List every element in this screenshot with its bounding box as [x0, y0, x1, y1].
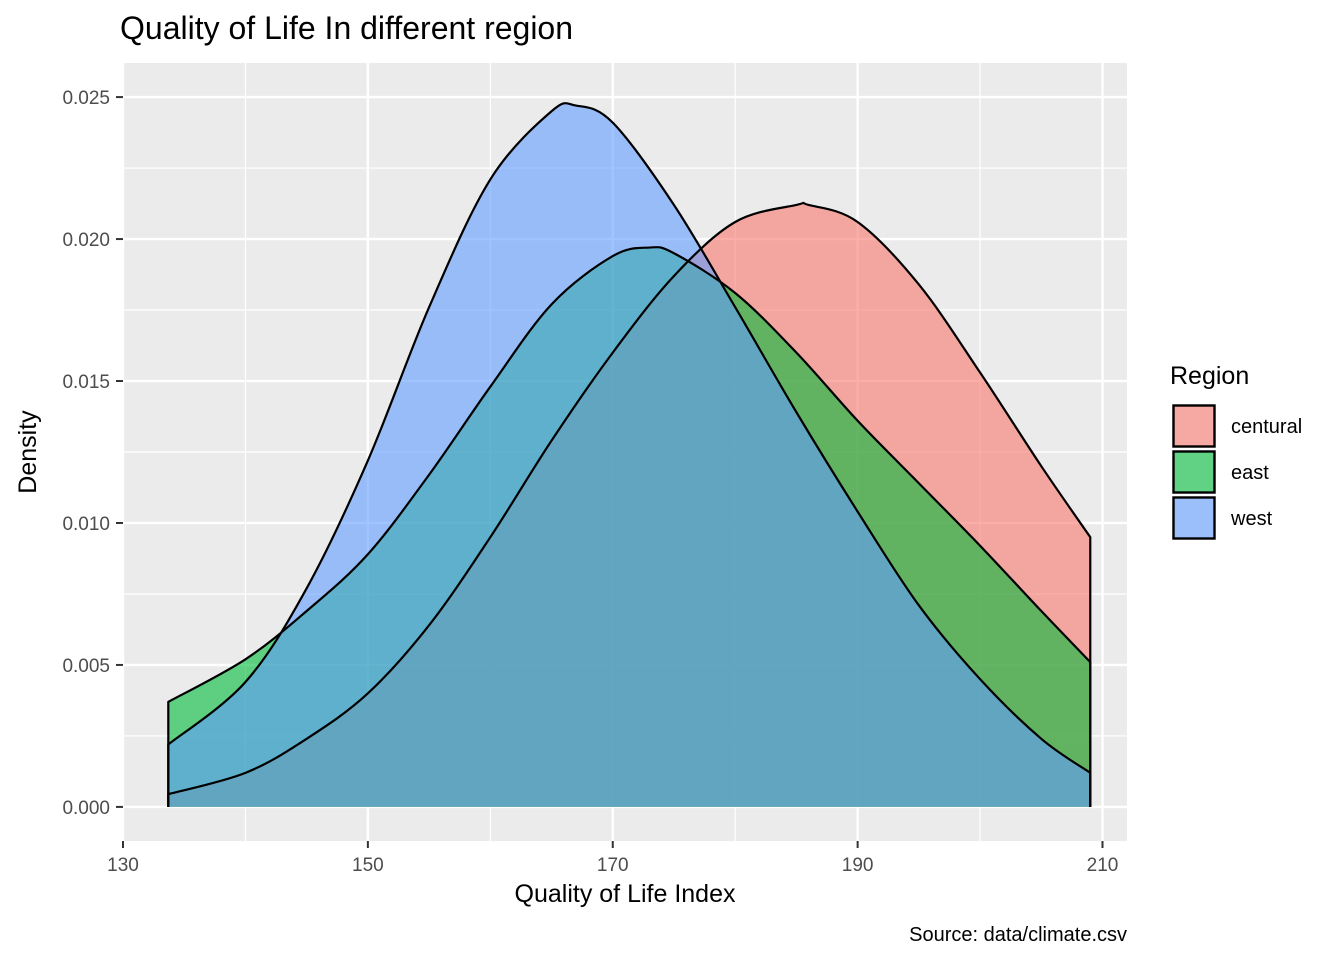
y-tick-label: 0.005	[62, 656, 110, 677]
legend-swatch-west	[1172, 496, 1216, 540]
legend-title: Region	[1170, 362, 1249, 390]
legend-label: east	[1231, 462, 1269, 484]
chart-title: Quality of Life In different region	[120, 10, 573, 46]
legend-label: centural	[1231, 416, 1302, 438]
density-line-west	[167, 102, 1092, 807]
x-tick-label: 170	[597, 855, 629, 876]
y-tick-label: 0.025	[62, 88, 110, 109]
y-tick-label: 0.010	[62, 514, 110, 535]
x-axis-title: Quality of Life Index	[515, 880, 736, 908]
density-line-east	[167, 246, 1092, 807]
y-tick-label: 0.000	[62, 798, 110, 819]
legend-swatch-centural	[1172, 404, 1216, 448]
y-tick-label: 0.020	[62, 230, 110, 251]
x-tick-label: 130	[107, 855, 139, 876]
y-axis-title: Density	[14, 410, 42, 494]
legend-label: west	[1230, 508, 1273, 530]
x-tick-label: 210	[1087, 855, 1119, 876]
y-axis: 0.000 0.005 0.010 0.015 0.020 0.025	[62, 88, 123, 819]
x-tick-label: 190	[842, 855, 874, 876]
density-line-centural	[167, 201, 1092, 807]
x-axis: 130 150 170 190 210	[107, 841, 1118, 876]
legend: Region centural east west	[1170, 362, 1302, 540]
density-area-west	[168, 103, 1091, 807]
density-lines	[167, 102, 1092, 807]
source-caption: Source: data/climate.csv	[909, 924, 1127, 946]
y-tick-label: 0.015	[62, 372, 110, 393]
legend-swatch-east	[1172, 450, 1216, 494]
legend-items: centural east west	[1172, 404, 1302, 540]
x-tick-label: 150	[352, 855, 384, 876]
density-areas	[168, 103, 1091, 807]
